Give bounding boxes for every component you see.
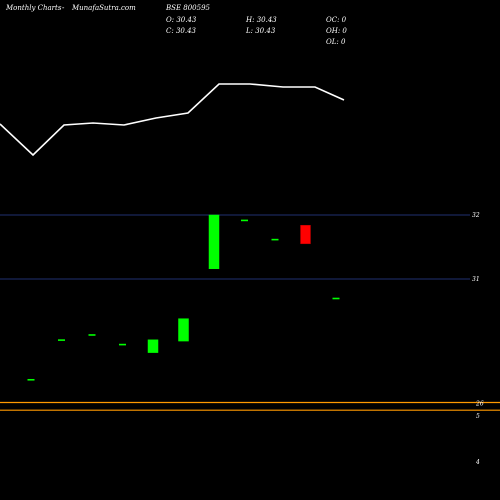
close-value: C: 30.43 bbox=[166, 27, 196, 35]
ol-value: OL: 0 bbox=[326, 38, 346, 46]
high-value: H: 30.43 bbox=[246, 16, 277, 24]
overlay-line bbox=[0, 83, 345, 157]
candle-10 bbox=[332, 297, 340, 300]
chart-site-label: Monthly Charts bbox=[6, 4, 62, 12]
candle-7 bbox=[241, 219, 248, 222]
oh-value: OH: 0 bbox=[326, 27, 347, 35]
candle-3 bbox=[119, 343, 126, 346]
y-tick-label-0: 32 bbox=[472, 212, 480, 219]
symbol-label: BSE 800595 bbox=[166, 4, 210, 12]
candle-4 bbox=[147, 339, 159, 353]
candle-8 bbox=[271, 238, 279, 241]
level-label-1: 5 bbox=[476, 413, 480, 420]
oc-value: OC: 0 bbox=[326, 16, 347, 24]
candle-6 bbox=[208, 214, 220, 270]
candle-0 bbox=[27, 378, 35, 381]
low-value: L: 30.43 bbox=[246, 27, 276, 35]
bottom-label: 4 bbox=[475, 459, 480, 466]
candle-2 bbox=[88, 334, 96, 336]
candle-9 bbox=[300, 224, 311, 245]
level-label-0: 26 bbox=[475, 401, 484, 408]
brand-label: MunafaSutra.com bbox=[72, 4, 136, 12]
candle-1 bbox=[58, 339, 65, 341]
y-tick-label-1: 31 bbox=[472, 276, 480, 283]
open-value: O: 30.43 bbox=[166, 16, 197, 24]
candle-5 bbox=[178, 318, 189, 342]
header-separator: - bbox=[62, 4, 65, 12]
